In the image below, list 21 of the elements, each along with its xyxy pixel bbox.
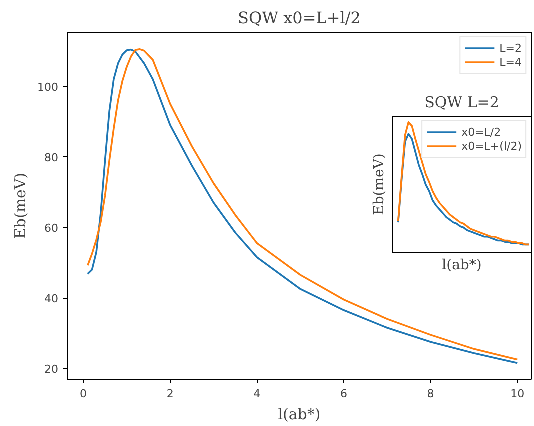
x-tick-label: 0 <box>80 388 88 400</box>
x-tick-label: 4 <box>254 388 261 400</box>
y-axis-title: Eb(meV) <box>372 154 388 216</box>
x-tick-label: 6 <box>340 388 348 400</box>
x-tick-label: 8 <box>427 388 434 400</box>
y-axis-title: Eb(meV) <box>12 172 30 240</box>
legend-label: L=4 <box>500 55 522 69</box>
y-tick-label: 80 <box>44 151 59 164</box>
legend-label: x0=L+(l/2) <box>462 139 522 153</box>
x-axis-title: l(ab*) <box>442 258 482 274</box>
x-tick-label: 10 <box>510 388 525 400</box>
y-tick-label: 20 <box>44 363 59 376</box>
x-tick-label: 2 <box>166 388 174 400</box>
legend-label: L=2 <box>500 41 522 55</box>
chart-title: SQW x0=L+l/2 <box>238 8 361 28</box>
y-tick-label: 40 <box>44 292 59 306</box>
legend-label: x0=L/2 <box>462 125 502 139</box>
y-tick-label: 60 <box>44 222 59 236</box>
y-tick-label: 100 <box>38 80 59 94</box>
x-axis-title: l(ab*) <box>278 406 321 424</box>
chart-title: SQW L=2 <box>424 94 500 112</box>
